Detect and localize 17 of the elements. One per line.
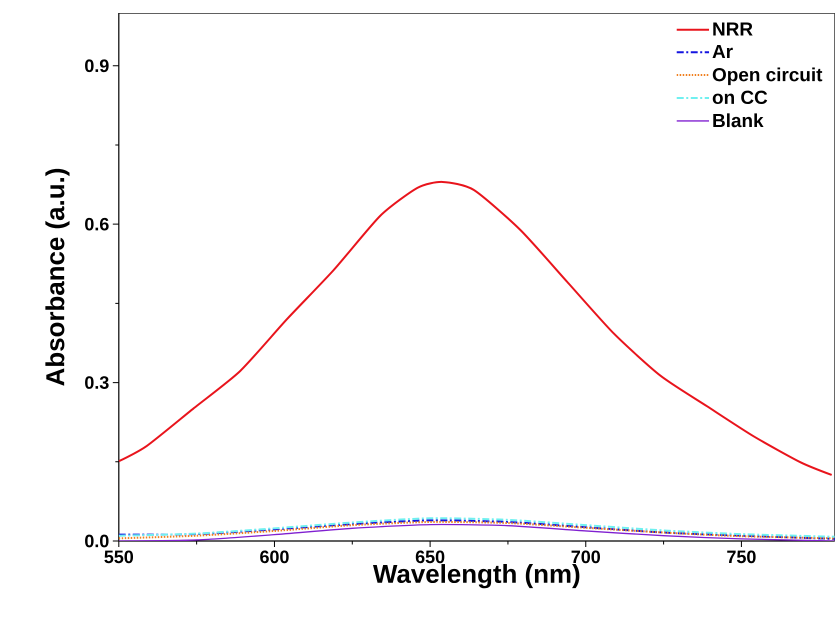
y-tick-label: 0.0 — [85, 534, 109, 548]
x-tick-label: 550 — [104, 550, 134, 564]
legend-label: NRR — [713, 22, 753, 36]
legend-label: Open circuit — [712, 67, 822, 86]
legend-label: Ar — [712, 44, 733, 58]
x-axis-title: Wavelength (nm) — [372, 564, 580, 588]
y-tick-label: 0.6 — [85, 218, 109, 231]
x-tick-label: 600 — [260, 550, 289, 564]
y-tick-label: 0.9 — [85, 59, 109, 72]
y-tick-label: 0.3 — [85, 376, 109, 389]
y-axis-title: Absorbance (a.u.) — [45, 168, 70, 386]
line-series — [118, 180, 833, 476]
legend-label: on CC — [712, 90, 768, 104]
legend-label: Blank — [713, 113, 764, 128]
x-tick-label: 750 — [727, 550, 756, 564]
x-tick-label: 650 — [416, 550, 444, 564]
x-tick-label: 700 — [572, 550, 600, 564]
